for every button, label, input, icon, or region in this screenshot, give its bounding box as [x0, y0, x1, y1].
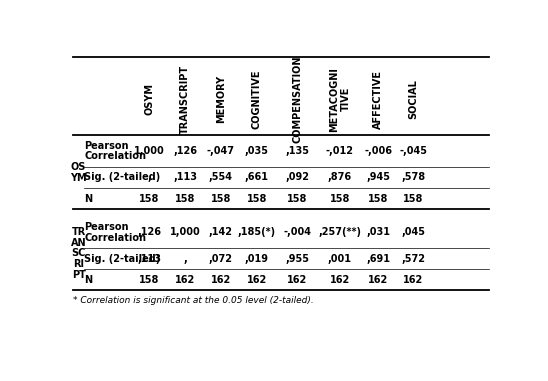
- Text: 162: 162: [175, 275, 195, 285]
- Text: -,004: -,004: [283, 227, 311, 237]
- Text: ,001: ,001: [328, 254, 352, 264]
- Text: ,045: ,045: [401, 227, 425, 237]
- Text: 158: 158: [139, 194, 159, 203]
- Text: COGNITIVE: COGNITIVE: [252, 69, 262, 129]
- Text: -,047: -,047: [207, 146, 235, 156]
- Text: ,019: ,019: [245, 254, 269, 264]
- Text: -,006: -,006: [364, 146, 392, 156]
- Text: 162: 162: [403, 275, 423, 285]
- Text: ,578: ,578: [401, 173, 425, 182]
- Text: MEMORY: MEMORY: [216, 75, 226, 123]
- Text: 162: 162: [368, 275, 389, 285]
- Text: N: N: [84, 194, 93, 203]
- Text: OSYM: OSYM: [144, 83, 155, 115]
- Text: ,: ,: [147, 173, 151, 182]
- Text: SOCIAL: SOCIAL: [408, 79, 418, 119]
- Text: ,135: ,135: [286, 146, 309, 156]
- Text: Pearson
Correlation: Pearson Correlation: [84, 222, 146, 243]
- Text: 162: 162: [211, 275, 231, 285]
- Text: ,113: ,113: [173, 173, 197, 182]
- Text: 162: 162: [330, 275, 350, 285]
- Text: ,572: ,572: [401, 254, 425, 264]
- Text: ,035: ,035: [245, 146, 269, 156]
- Text: ,876: ,876: [328, 173, 352, 182]
- Text: COMPENSATION: COMPENSATION: [292, 56, 302, 143]
- Text: ,257(**): ,257(**): [318, 227, 362, 237]
- Text: 158: 158: [211, 194, 231, 203]
- Text: 158: 158: [403, 194, 424, 203]
- Text: ,185(*): ,185(*): [238, 227, 276, 237]
- Text: ,554: ,554: [209, 173, 233, 182]
- Text: 158: 158: [330, 194, 350, 203]
- Text: 158: 158: [287, 194, 307, 203]
- Text: 162: 162: [247, 275, 267, 285]
- Text: ,: ,: [183, 254, 187, 264]
- Text: ,126: ,126: [173, 146, 197, 156]
- Text: * Correlation is significant at the 0.05 level (2-tailed).: * Correlation is significant at the 0.05…: [73, 296, 313, 305]
- Text: N: N: [84, 275, 93, 285]
- Text: 158: 158: [175, 194, 195, 203]
- Text: ,142: ,142: [209, 227, 233, 237]
- Text: 158: 158: [247, 194, 267, 203]
- Text: 158: 158: [368, 194, 389, 203]
- Text: ,031: ,031: [367, 227, 391, 237]
- Text: ,661: ,661: [245, 173, 269, 182]
- Text: METACOGNI
TIVE: METACOGNI TIVE: [329, 67, 351, 132]
- Text: ,113: ,113: [138, 254, 161, 264]
- Text: TR
AN
SC
RI
PT: TR AN SC RI PT: [71, 227, 87, 280]
- Text: AFFECTIVE: AFFECTIVE: [373, 70, 384, 129]
- Text: ,945: ,945: [367, 173, 391, 182]
- Text: ,691: ,691: [367, 254, 391, 264]
- Text: TRANSCRIPT: TRANSCRIPT: [180, 65, 190, 134]
- Text: 162: 162: [287, 275, 307, 285]
- Text: 158: 158: [139, 275, 159, 285]
- Text: ,072: ,072: [209, 254, 233, 264]
- Text: ,092: ,092: [286, 173, 309, 182]
- Text: -,012: -,012: [326, 146, 354, 156]
- Text: 1,000: 1,000: [134, 146, 165, 156]
- Text: Sig. (2-tailed): Sig. (2-tailed): [84, 254, 161, 264]
- Text: ,126: ,126: [138, 227, 161, 237]
- Text: 1,000: 1,000: [170, 227, 201, 237]
- Text: Pearson
Correlation: Pearson Correlation: [84, 141, 146, 162]
- Text: -,045: -,045: [399, 146, 427, 156]
- Text: Sig. (2-tailed): Sig. (2-tailed): [84, 173, 161, 182]
- Text: ,955: ,955: [286, 254, 309, 264]
- Text: OS
YM: OS YM: [70, 162, 87, 182]
